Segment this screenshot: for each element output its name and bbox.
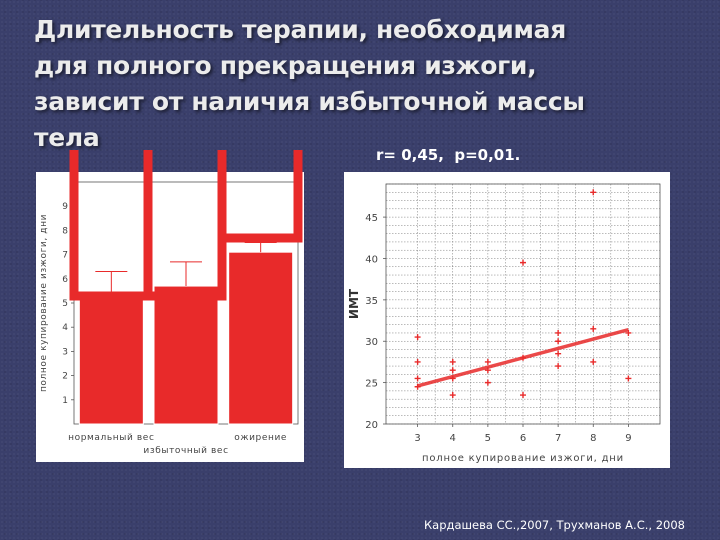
data-point xyxy=(555,329,562,336)
data-point xyxy=(414,375,421,382)
correlation-stat: r= 0,45, p=0,01. xyxy=(376,146,521,164)
bar-chart: 1 2 3 4 5 6 7 8 9 полное купирование изжоги, дни н… xyxy=(39,181,299,456)
category-label: нормальный вес xyxy=(68,433,154,443)
category-label: ожирение xyxy=(234,433,287,443)
bar xyxy=(78,297,144,425)
data-point xyxy=(590,358,597,365)
x-tick-label: 6 xyxy=(520,433,526,444)
data-point xyxy=(520,392,526,399)
y-axis-label: ИМТ xyxy=(347,288,361,319)
scatter-chart-panel: 20 25 30 35 40 45 3 4 5 6 7 8 9 полное купирование из… xyxy=(344,172,670,468)
data-point xyxy=(484,367,491,374)
data-point xyxy=(414,383,421,390)
x-tick-label: 7 xyxy=(555,433,561,444)
x-tick-label: 4 xyxy=(450,433,456,444)
data-point xyxy=(484,379,491,386)
y-tick-label: 7 xyxy=(62,251,68,261)
data-point xyxy=(449,358,456,365)
data-point xyxy=(625,329,632,336)
y-axis-label: полное купирование изжоги, дни xyxy=(39,214,49,392)
x-tick-label: 9 xyxy=(625,433,631,444)
y-tick-label: 5 xyxy=(62,299,68,309)
y-tick-label: 4 xyxy=(62,323,68,333)
y-tick-label: 35 xyxy=(365,296,378,307)
data-point xyxy=(555,363,562,370)
category-label: избыточный вес xyxy=(143,446,228,456)
data-point xyxy=(625,375,632,382)
y-tick-label: 30 xyxy=(365,337,378,348)
y-tick-label: 45 xyxy=(365,213,378,224)
y-tick-label: 3 xyxy=(62,347,68,357)
bar xyxy=(153,285,219,425)
x-tick-label: 8 xyxy=(590,433,596,444)
slide-title: Длительность терапии, необходимая для по… xyxy=(34,15,585,152)
data-point xyxy=(449,367,456,374)
x-tick-label: 5 xyxy=(485,433,491,444)
x-axis-label: полное купирование изжоги, дни xyxy=(422,453,624,464)
y-tick-label: 1 xyxy=(62,396,68,406)
data-point xyxy=(484,358,491,365)
citation: Кардашева СС.,2007, Трухманов А.С., 2008 xyxy=(424,518,685,532)
y-tick-label: 8 xyxy=(62,226,68,236)
data-point xyxy=(555,338,562,345)
data-point xyxy=(414,334,421,341)
bar xyxy=(228,251,294,425)
data-point xyxy=(555,350,562,357)
data-point xyxy=(520,259,526,266)
x-tick-label: 3 xyxy=(414,433,420,444)
data-point xyxy=(449,375,456,382)
y-tick-label: 40 xyxy=(365,254,378,265)
data-point xyxy=(590,189,597,196)
y-tick-label: 9 xyxy=(62,202,68,212)
y-tick-label: 20 xyxy=(365,420,378,431)
data-point xyxy=(414,358,421,365)
data-point xyxy=(449,392,456,399)
data-point xyxy=(520,354,526,361)
y-tick-label: 2 xyxy=(62,372,68,382)
data-point xyxy=(590,325,597,332)
y-tick-label: 6 xyxy=(62,275,68,285)
y-tick-label: 25 xyxy=(365,379,378,390)
bar-chart-panel: 1 2 3 4 5 6 7 8 9 полное купирование изжоги, дни н… xyxy=(36,172,304,462)
